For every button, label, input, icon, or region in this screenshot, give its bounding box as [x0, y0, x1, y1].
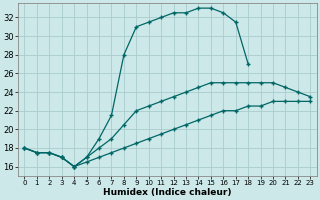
- X-axis label: Humidex (Indice chaleur): Humidex (Indice chaleur): [103, 188, 232, 197]
